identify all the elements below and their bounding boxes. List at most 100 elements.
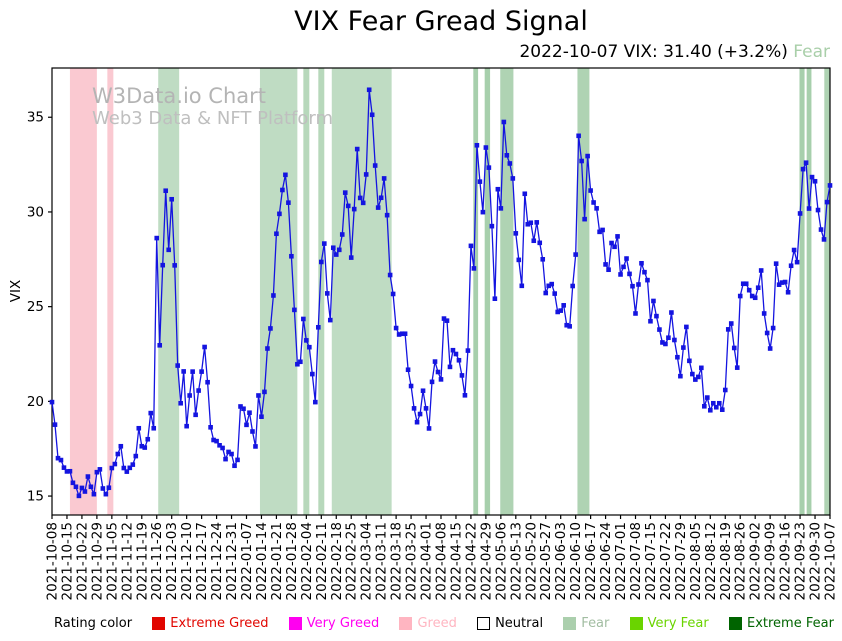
svg-text:2021-11-19: 2021-11-19 xyxy=(134,522,150,600)
svg-text:2022-01-07: 2022-01-07 xyxy=(239,522,255,600)
svg-text:2022-02-04: 2022-02-04 xyxy=(299,522,315,600)
svg-text:20: 20 xyxy=(27,394,44,410)
legend-item: Extreme Fear xyxy=(728,616,834,631)
svg-text:2021-10-29: 2021-10-29 xyxy=(89,522,105,600)
svg-text:2022-07-29: 2022-07-29 xyxy=(673,522,689,600)
svg-text:2022-08-19: 2022-08-19 xyxy=(718,522,734,600)
svg-text:2022-04-29: 2022-04-29 xyxy=(478,522,494,600)
band-fear xyxy=(500,68,514,515)
svg-text:2022-07-15: 2022-07-15 xyxy=(643,522,659,600)
chart-subtitle: 2022-10-07 VIX: 31.40 (+3.2%) Fear xyxy=(519,42,830,62)
svg-text:2022-03-11: 2022-03-11 xyxy=(374,522,390,600)
band-greed xyxy=(69,68,97,515)
legend-swatch-icon xyxy=(288,617,302,630)
svg-text:35: 35 xyxy=(27,110,44,126)
svg-text:2022-03-25: 2022-03-25 xyxy=(404,522,420,600)
svg-text:2022-08-05: 2022-08-05 xyxy=(688,522,704,600)
svg-text:2022-02-11: 2022-02-11 xyxy=(314,522,330,600)
band-fear xyxy=(484,68,491,515)
band-fear xyxy=(824,68,830,515)
legend-title: Rating color xyxy=(54,616,133,631)
band-fear xyxy=(799,68,805,515)
band-fear xyxy=(473,68,479,515)
band-fear xyxy=(331,68,392,515)
svg-text:2021-12-31: 2021-12-31 xyxy=(224,522,240,600)
band-fear xyxy=(318,68,325,515)
legend-item: Very Greed xyxy=(288,616,380,631)
band-fear xyxy=(577,68,590,515)
svg-text:2022-09-23: 2022-09-23 xyxy=(793,522,809,600)
svg-text:2022-08-12: 2022-08-12 xyxy=(703,522,719,600)
x-axis: 2021-10-082021-10-152021-10-222021-10-29… xyxy=(45,515,839,600)
legend-swatch-icon xyxy=(152,617,166,630)
svg-text:2022-09-16: 2022-09-16 xyxy=(778,522,794,600)
svg-text:2021-12-10: 2021-12-10 xyxy=(179,522,195,600)
svg-text:2021-12-03: 2021-12-03 xyxy=(164,522,180,600)
svg-text:2022-06-10: 2022-06-10 xyxy=(568,522,584,600)
svg-text:2021-10-15: 2021-10-15 xyxy=(59,522,75,600)
svg-text:2022-04-01: 2022-04-01 xyxy=(419,522,435,600)
legend-item-label: Extreme Greed xyxy=(170,616,269,631)
svg-text:2022-08-26: 2022-08-26 xyxy=(733,522,749,600)
svg-text:2022-02-25: 2022-02-25 xyxy=(344,522,360,600)
svg-text:2021-12-17: 2021-12-17 xyxy=(194,522,210,600)
svg-text:2022-06-03: 2022-06-03 xyxy=(553,522,569,600)
legend-item-label: Very Greed xyxy=(306,616,380,631)
svg-text:2022-04-15: 2022-04-15 xyxy=(448,522,464,600)
legend-swatch-icon xyxy=(728,617,742,630)
legend-item: Greed xyxy=(399,616,457,631)
svg-text:2022-01-21: 2022-01-21 xyxy=(269,522,285,600)
svg-text:2021-11-26: 2021-11-26 xyxy=(149,522,165,600)
legend-item-label: Extreme Fear xyxy=(746,616,834,631)
legend-item-label: Neutral xyxy=(495,616,544,631)
y-axis: 15 20 25 30 35 xyxy=(27,110,52,505)
markers-layer xyxy=(49,87,833,499)
svg-text:25: 25 xyxy=(27,299,44,315)
svg-text:2022-06-17: 2022-06-17 xyxy=(583,522,599,600)
legend-item: Extreme Greed xyxy=(152,616,269,631)
svg-text:2022-05-27: 2022-05-27 xyxy=(538,522,554,600)
svg-text:2022-07-01: 2022-07-01 xyxy=(613,522,629,600)
svg-text:2022-09-09: 2022-09-09 xyxy=(763,522,779,600)
svg-text:2022-07-22: 2022-07-22 xyxy=(658,522,674,600)
svg-text:2022-05-06: 2022-05-06 xyxy=(493,522,509,600)
svg-text:2022-04-22: 2022-04-22 xyxy=(463,522,479,600)
legend-swatch-icon xyxy=(629,617,643,630)
svg-text:2021-11-05: 2021-11-05 xyxy=(104,522,120,600)
svg-text:2022-09-02: 2022-09-02 xyxy=(748,522,764,600)
legend-swatch-icon xyxy=(477,617,491,630)
legend-item: Very Fear xyxy=(629,616,709,631)
svg-text:2022-06-24: 2022-06-24 xyxy=(598,522,614,600)
svg-text:2021-10-22: 2021-10-22 xyxy=(74,522,90,600)
chart-title: VIX Fear Gread Signal xyxy=(294,6,588,37)
svg-text:2022-09-30: 2022-09-30 xyxy=(808,522,824,600)
svg-text:30: 30 xyxy=(27,204,44,220)
svg-text:2022-01-28: 2022-01-28 xyxy=(284,522,300,600)
legend-item-label: Very Fear xyxy=(647,616,709,631)
svg-text:2022-02-18: 2022-02-18 xyxy=(329,522,345,600)
svg-text:2022-01-14: 2022-01-14 xyxy=(254,522,270,600)
legend: Rating color Extreme Greed Very Greed Gree… xyxy=(54,616,834,631)
band-fear xyxy=(259,68,298,515)
band-fear xyxy=(158,68,180,515)
svg-text:2022-10-07: 2022-10-07 xyxy=(823,522,839,600)
legend-item: Fear xyxy=(563,616,609,631)
legend-swatch-icon xyxy=(563,617,577,630)
svg-text:2022-05-13: 2022-05-13 xyxy=(508,522,524,600)
svg-text:2022-03-04: 2022-03-04 xyxy=(359,522,375,600)
svg-text:2021-12-24: 2021-12-24 xyxy=(209,522,225,600)
legend-item: Neutral xyxy=(477,616,543,631)
band-fear xyxy=(806,68,812,515)
svg-text:2021-11-12: 2021-11-12 xyxy=(119,522,135,600)
subtitle-status: Fear xyxy=(793,42,830,62)
svg-text:2021-10-08: 2021-10-08 xyxy=(45,522,61,600)
svg-text:2022-07-08: 2022-07-08 xyxy=(628,522,644,600)
bands-layer xyxy=(69,68,830,515)
svg-text:15: 15 xyxy=(27,489,44,505)
legend-item-label: Greed xyxy=(417,616,457,631)
svg-text:2022-05-20: 2022-05-20 xyxy=(523,522,539,600)
band-fear xyxy=(303,68,310,515)
svg-text:2022-03-18: 2022-03-18 xyxy=(389,522,405,600)
